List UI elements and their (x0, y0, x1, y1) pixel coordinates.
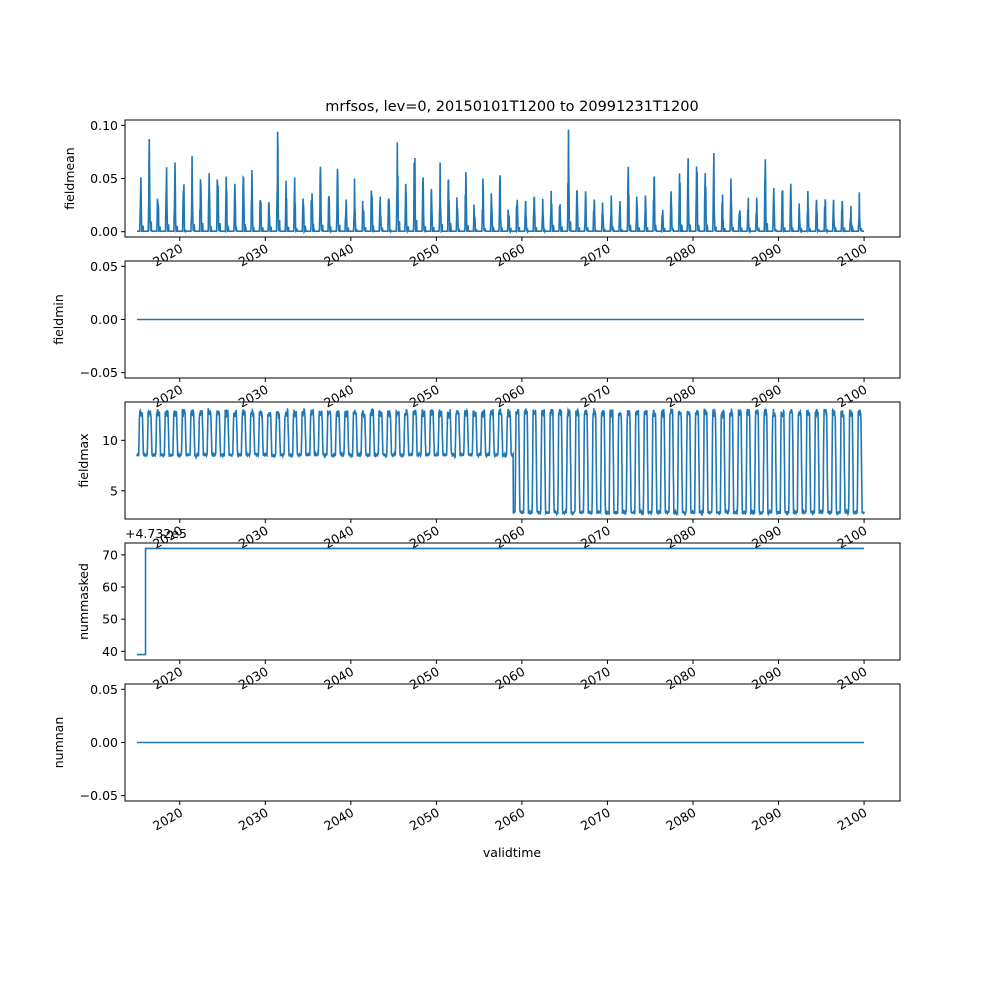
x-tick-label: 2040 (321, 382, 356, 411)
x-tick-label: 2060 (492, 382, 527, 411)
x-tick-label: 2050 (407, 241, 442, 270)
subplots: 0.00 0.05 0.10 fieldmean 2020 2030 2040 2050 206… (51, 118, 901, 834)
x-tick-label: 2070 (578, 664, 613, 693)
x-tick-label: 2040 (321, 805, 356, 834)
axes-frame-fieldmax (124, 401, 901, 520)
x-tick-label: 2100 (835, 382, 870, 411)
x-tick-label: 2100 (835, 523, 870, 552)
y-axis-label: nummasked (76, 563, 91, 640)
y-axis-label: fieldmean (62, 147, 77, 209)
x-tick-label: 2090 (749, 523, 784, 552)
x-tick-label: 2070 (578, 523, 613, 552)
x-tick-label: 2050 (407, 382, 442, 411)
x-tick-label: 2080 (663, 805, 698, 834)
x-tick-label: 2050 (407, 664, 442, 693)
series-line-fieldmax (136, 407, 865, 517)
y-tick-label: 0.05 (90, 259, 118, 274)
subplot-nummasked: 40 50 60 70 nummasked +4.732e5 2020 2030 2040 205… (76, 526, 901, 693)
axes-frame-fieldmean (124, 119, 901, 238)
subplot-fieldmean: 0.00 0.05 0.10 fieldmean 2020 2030 2040 2050 206… (62, 118, 901, 270)
x-tick-label: 2020 (150, 805, 185, 834)
y-tick-label: 0.00 (90, 224, 118, 239)
x-tick-label: 2090 (749, 805, 784, 834)
x-tick-label: 2080 (663, 241, 698, 270)
x-tick-label: 2050 (407, 805, 442, 834)
y-tick-label: −0.05 (80, 365, 118, 380)
y-axis-label: fieldmax (76, 433, 91, 487)
x-tick-label: 2080 (663, 382, 698, 411)
axes-frame-nummasked (124, 542, 901, 661)
y-tick-label: 70 (102, 547, 118, 562)
figure-title: mrfsos, lev=0, 20150101T1200 to 20991231… (325, 99, 698, 115)
x-tick-label: 2100 (835, 805, 870, 834)
x-tick-label: 2040 (321, 241, 356, 270)
x-tick-label: 2030 (236, 382, 271, 411)
x-tick-label: 2100 (835, 241, 870, 270)
x-tick-label: 2020 (150, 664, 185, 693)
y-tick-label: 5 (110, 483, 118, 498)
series-line-fieldmean (136, 129, 865, 235)
subplot-fieldmin: −0.05 0.00 0.05 fieldmin 2020 2030 2040 2050 206… (51, 259, 901, 411)
y-tick-label: 40 (102, 644, 118, 659)
y-offset-label: +4.732e5 (125, 526, 187, 541)
x-tick-label: 2060 (492, 805, 527, 834)
y-tick-label: 0.05 (90, 682, 118, 697)
y-tick-label: 50 (102, 612, 118, 627)
x-axis-label: validtime (483, 845, 541, 860)
x-tick-label: 2070 (578, 805, 613, 834)
x-tick-label: 2060 (492, 241, 527, 270)
x-tick-label: 2050 (407, 523, 442, 552)
x-tick-label: 2090 (749, 664, 784, 693)
x-tick-label: 2060 (492, 523, 527, 552)
x-tick-label: 2030 (236, 664, 271, 693)
x-tick-label: 2020 (150, 241, 185, 270)
y-tick-label: 0.00 (90, 735, 118, 750)
x-tick-label: 2100 (835, 664, 870, 693)
y-axis-label: numnan (51, 717, 66, 769)
y-tick-label: 0.00 (90, 312, 118, 327)
x-tick-label: 2030 (236, 523, 271, 552)
y-tick-label: 60 (102, 580, 118, 595)
x-tick-label: 2080 (663, 664, 698, 693)
x-tick-label: 2030 (236, 241, 271, 270)
x-tick-label: 2090 (749, 382, 784, 411)
y-tick-label: 10 (102, 433, 118, 448)
y-tick-label: 0.05 (90, 171, 118, 186)
x-tick-label: 2080 (663, 523, 698, 552)
x-tick-label: 2020 (150, 382, 185, 411)
x-tick-label: 2040 (321, 523, 356, 552)
x-tick-label: 2070 (578, 241, 613, 270)
subplot-numnan: −0.05 0.00 0.05 numnan 2020 2030 2040 2050 2060 2… (51, 682, 901, 834)
series-line-nummasked (136, 547, 865, 656)
x-tick-label: 2030 (236, 805, 271, 834)
x-tick-label: 2070 (578, 382, 613, 411)
x-tick-label: 2060 (492, 664, 527, 693)
y-axis-label: fieldmin (51, 294, 66, 345)
y-tick-label: 0.10 (90, 118, 118, 133)
y-tick-label: −0.05 (80, 788, 118, 803)
x-tick-label: 2090 (749, 241, 784, 270)
x-tick-label: 2040 (321, 664, 356, 693)
